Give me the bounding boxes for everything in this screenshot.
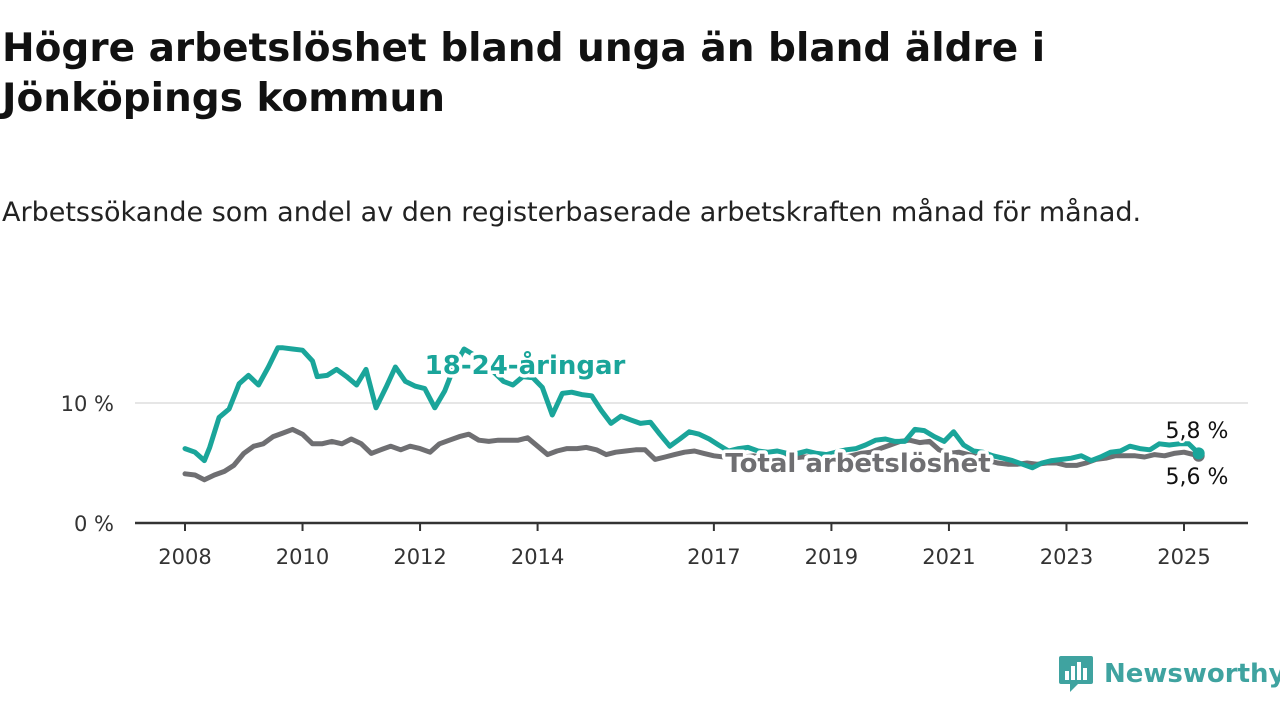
x-tick-label: 2010 [276,545,329,569]
x-axis: 0 % 10 % 2008 2010 2012 2014 2017 2019 2021 2023 2… [61,392,1248,569]
end-value-label-total: 5,6 % [1166,465,1229,490]
brand-name: Newsworthy [1104,659,1280,689]
series-label-youth: 18-24-åringar [425,349,626,381]
series-label-total: Total arbetslöshet [725,449,990,479]
x-tick-label: 2019 [805,545,858,569]
series-line-total [182,426,1202,483]
brand-logo: Newsworthy [1058,654,1280,694]
x-tick-label: 2012 [393,545,446,569]
x-tick-label: 2017 [687,545,740,569]
chart-subtitle: Arbetssökande som andel av den registerb… [2,197,1142,228]
series-line-youth [182,345,1202,471]
line-chart: 0 % 10 % 2008 2010 2012 2014 2017 2019 2021 2023 2… [61,345,1248,569]
x-tick-label: 2021 [922,545,975,569]
x-tick-label: 2025 [1157,545,1210,569]
end-value-label-youth: 5,8 % [1166,419,1229,444]
y-tick-label: 0 % [74,512,114,536]
labels: 18-24-åringar Total arbetslöshet 5,8 % 5,6 … [421,346,1231,493]
series-end-point-youth [1192,447,1205,460]
chart-title: Högre arbetslöshet bland unga än bland ä… [2,26,1046,121]
x-tick-label: 2008 [158,545,211,569]
x-tick-label: 2023 [1040,545,1093,569]
x-tick-label: 2014 [511,545,564,569]
y-tick-label: 10 % [61,392,114,416]
series-lines [182,345,1205,483]
newsworthy-chart-icon [1059,656,1093,692]
